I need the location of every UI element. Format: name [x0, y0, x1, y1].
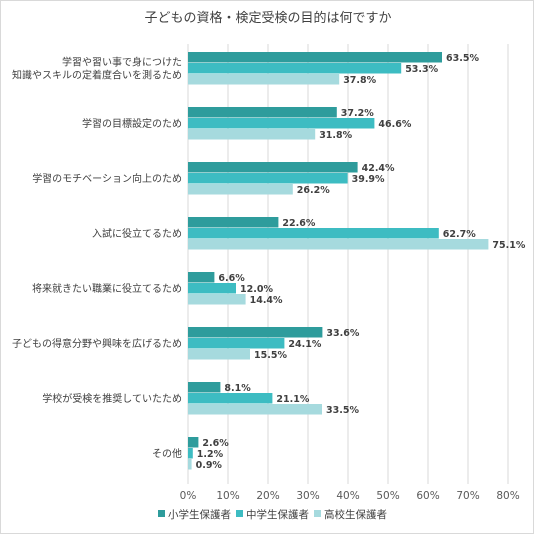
data-label: 21.1%: [276, 394, 309, 405]
data-label: 31.8%: [319, 130, 352, 141]
bar: [188, 272, 215, 283]
data-label: 14.4%: [250, 295, 283, 306]
legend-label: 中学生保護者: [246, 508, 309, 521]
data-label: 0.9%: [196, 460, 223, 471]
bar: [188, 52, 442, 63]
data-label: 37.8%: [343, 75, 376, 86]
data-label: 24.1%: [288, 339, 321, 350]
bar: [188, 294, 246, 305]
data-label: 75.1%: [492, 240, 525, 251]
bar: [188, 393, 273, 404]
x-tick-label: 10%: [216, 490, 239, 502]
category-labels: 学習や習い事で身につけた知識やスキルの定着度合いを測るため学習の目標設定のため学…: [12, 56, 182, 461]
category-label: 学習や習い事で身につけた知識やスキルの定着度合いを測るため: [12, 56, 182, 82]
data-label: 63.5%: [446, 53, 479, 64]
x-tick-label: 70%: [456, 490, 479, 502]
category-label: 学習のモチベーション向上のため: [32, 172, 182, 185]
x-tick-label: 30%: [296, 490, 319, 502]
bar: [188, 283, 236, 294]
bar: [188, 349, 250, 360]
bars: [188, 52, 489, 470]
category-label: 将来就きたい職業に役立てるため: [32, 282, 182, 295]
chart-title: 子どもの資格・検定受検の目的は何ですか: [144, 10, 391, 26]
data-label: 22.6%: [282, 218, 315, 229]
bar: [188, 437, 199, 448]
data-label: 39.9%: [352, 174, 385, 185]
bar: [188, 459, 192, 470]
data-labels: 63.5% 53.3% 37.8% 37.2% 46.6% 31.8% 42.4%39.9%…: [196, 53, 526, 471]
data-label: 53.3%: [405, 64, 438, 75]
bar: [188, 217, 279, 228]
data-label: 8.1%: [224, 383, 251, 394]
data-label: 6.6%: [218, 273, 245, 284]
bar: [188, 118, 375, 129]
data-label: 15.5%: [254, 350, 287, 361]
x-tick-label: 80%: [496, 490, 519, 502]
data-label: 46.6%: [378, 119, 411, 130]
bar: [188, 129, 316, 140]
bar: [188, 448, 193, 459]
data-label: 12.0%: [240, 284, 273, 295]
x-axis-ticks: 0% 10% 20% 30% 40% 50% 60% 70% 80%: [180, 490, 520, 502]
category-label: 学習の目標設定のため: [82, 117, 182, 130]
legend-swatch: [314, 510, 321, 517]
bar: [188, 173, 348, 184]
data-label: 33.6%: [326, 328, 359, 339]
x-tick-label: 50%: [376, 490, 399, 502]
x-tick-label: 0%: [180, 490, 197, 502]
bar: [188, 239, 489, 250]
bar: [188, 404, 322, 415]
data-label: 42.4%: [362, 163, 395, 174]
x-tick-label: 20%: [256, 490, 279, 502]
data-label: 62.7%: [443, 229, 476, 240]
legend-label: 高校生保護者: [324, 508, 387, 521]
bar: [188, 107, 337, 118]
bar: [188, 327, 323, 338]
category-label: 学校が受検を推奨していたため: [42, 392, 182, 405]
x-tick-label: 40%: [336, 490, 359, 502]
legend-label: 小学生保護者: [168, 508, 231, 521]
legend-swatch: [236, 510, 243, 517]
bar: [188, 63, 402, 74]
data-label: 26.2%: [297, 185, 330, 196]
data-label: 1.2%: [197, 449, 224, 460]
bar: [188, 338, 285, 349]
legend: 小学生保護者 中学生保護者 高校生保護者: [158, 508, 387, 521]
bar: [188, 184, 293, 195]
bar: [188, 228, 439, 239]
data-label: 33.5%: [326, 405, 359, 416]
data-label: 37.2%: [341, 108, 374, 119]
data-label: 2.6%: [202, 438, 229, 449]
category-label: その他: [152, 447, 182, 460]
bar: [188, 74, 340, 85]
bar: [188, 382, 221, 393]
category-label: 入試に役立てるため: [92, 227, 182, 240]
legend-swatch: [158, 510, 165, 517]
bar: [188, 162, 358, 173]
x-tick-label: 60%: [416, 490, 439, 502]
category-label: 子どもの得意分野や興味を広げるため: [12, 337, 182, 350]
